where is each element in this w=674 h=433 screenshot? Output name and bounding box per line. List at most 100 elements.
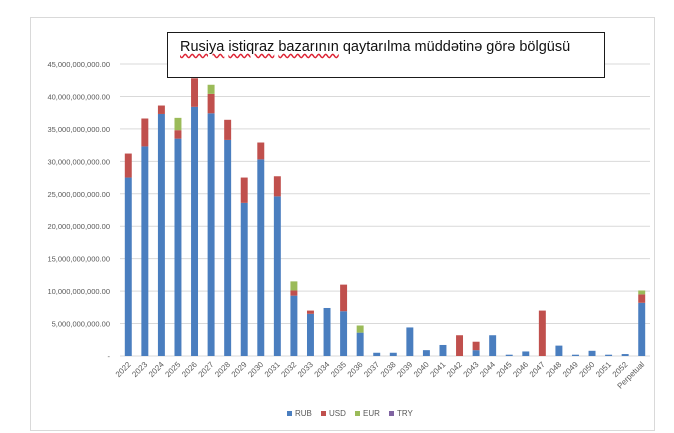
bar-segment-eur [174,117,182,131]
legend-label: EUR [363,409,380,418]
bar-segment-usd [306,310,314,314]
x-tick-label: 2045 [495,360,514,379]
x-tick-label: 2024 [147,360,166,379]
y-tick-label: 5,000,000,000.00 [52,320,110,329]
x-tick-label: 2039 [395,360,414,379]
bar-segment-usd [174,130,182,139]
x-tick-label: 2041 [428,360,447,379]
bar-segment-rub [191,106,199,357]
bar-segment-rub [157,113,165,356]
legend-swatch-usd [321,411,326,416]
bar-segment-rub [224,139,232,356]
x-tick-label: 2040 [412,360,431,379]
y-tick-label: 30,000,000,000.00 [47,157,110,166]
x-tick-label: 2036 [346,360,365,379]
bar-segment-usd [456,335,464,356]
bar-segment-rub [605,354,613,356]
legend-swatch-rub [287,411,292,416]
legend-swatch-try [389,411,394,416]
x-tick-label: 2034 [312,360,331,379]
x-tick-label: 2038 [379,360,398,379]
x-tick-label: 2025 [163,360,182,379]
x-axis-ticks: 2022202320242025202620272028202920302031… [114,360,647,391]
bar-segment-rub [174,138,182,356]
bar-segment-rub [323,307,331,356]
y-tick-label: 20,000,000,000.00 [47,222,110,231]
bar-segment-rub [373,352,381,356]
x-tick-label: 2049 [561,360,580,379]
chart-frame [30,17,655,431]
x-tick-label: 2050 [577,360,596,379]
x-tick-label: 2030 [246,360,265,379]
x-tick-label: 2037 [362,360,381,379]
bar-segment-usd [157,105,165,114]
bar-segment-usd [141,118,149,147]
bar-segment-rub [207,113,215,356]
y-tick-label: 25,000,000,000.00 [47,190,110,199]
bar-segment-rub [638,302,646,356]
bar-segment-usd [290,290,298,296]
bar-segment-rub [141,146,149,356]
bar-segment-rub [505,354,513,356]
bar-segment-usd [240,177,248,203]
bar-segment-rub [406,327,414,356]
y-tick-label: 45,000,000,000.00 [47,60,110,69]
bar-segment-usd [124,153,132,178]
bar-segment-eur [638,290,646,295]
bar-segment-eur [207,84,215,94]
bar-segment-usd [340,284,348,312]
x-tick-label: 2051 [594,360,613,379]
bar-segment-usd [257,142,265,160]
x-tick-label: 2028 [213,360,232,379]
x-tick-label: 2029 [230,360,249,379]
y-tick-label: 35,000,000,000.00 [47,125,110,134]
bar-segment-usd [224,119,232,140]
title-rest: qaytarılma müddətinə görə bölgüsü [338,39,571,55]
x-tick-label: 2048 [544,360,563,379]
gridlines [120,63,650,357]
x-tick-label: 2047 [528,360,547,379]
chart-title-box: Rusiya istiqraz bazarının qaytarılma müd… [167,32,605,78]
x-tick-label: 2027 [197,360,216,379]
x-tick-label: 2043 [462,360,481,379]
bar-segment-rub [389,352,397,356]
x-tick-label: 2026 [180,360,199,379]
x-tick-label: 2033 [296,360,315,379]
y-tick-label: - [108,352,111,361]
title-word-3: bazarının [278,39,339,55]
bar-segment-rub [472,350,480,356]
bar-segment-rub [489,335,497,356]
bar-segment-usd [207,93,215,114]
bar-segment-rub [273,196,281,356]
x-tick-label: 2022 [114,360,133,379]
bar-segment-rub [290,295,298,356]
bar-segment-rub [124,177,132,356]
legend-swatch-eur [355,411,360,416]
y-tick-label: 10,000,000,000.00 [47,287,110,296]
title-word-1: Rusiya [180,39,225,55]
title-word-2: istiqraz [228,39,275,55]
bar-segment-rub [588,350,596,356]
legend-label: USD [329,409,346,418]
bar-segment-rub [439,344,447,356]
bar-segment-usd [273,176,281,197]
bars [124,78,646,357]
bar-segment-usd [638,294,646,303]
bar-segment-rub [571,354,579,356]
y-axis-ticks: - 5,000,000,000.00 10,000,000,000.00 15,000… [47,60,110,361]
bar-segment-rub [522,351,530,356]
bar-segment-rub [356,332,364,356]
x-tick-label: 2031 [263,360,282,379]
bar-segment-rub [621,354,629,356]
x-tick-label: 2046 [511,360,530,379]
legend-label: RUB [295,409,312,418]
bar-segment-usd [472,341,480,351]
bar-segment-rub [240,202,248,356]
bar-segment-eur [290,281,298,291]
x-tick-label: 2032 [279,360,298,379]
bar-segment-rub [422,350,430,356]
chart-title: Rusiya istiqraz bazarının qaytarılma müd… [180,39,570,55]
legend-label: TRY [397,409,414,418]
bar-segment-eur [356,325,364,333]
x-tick-label: 2035 [329,360,348,379]
